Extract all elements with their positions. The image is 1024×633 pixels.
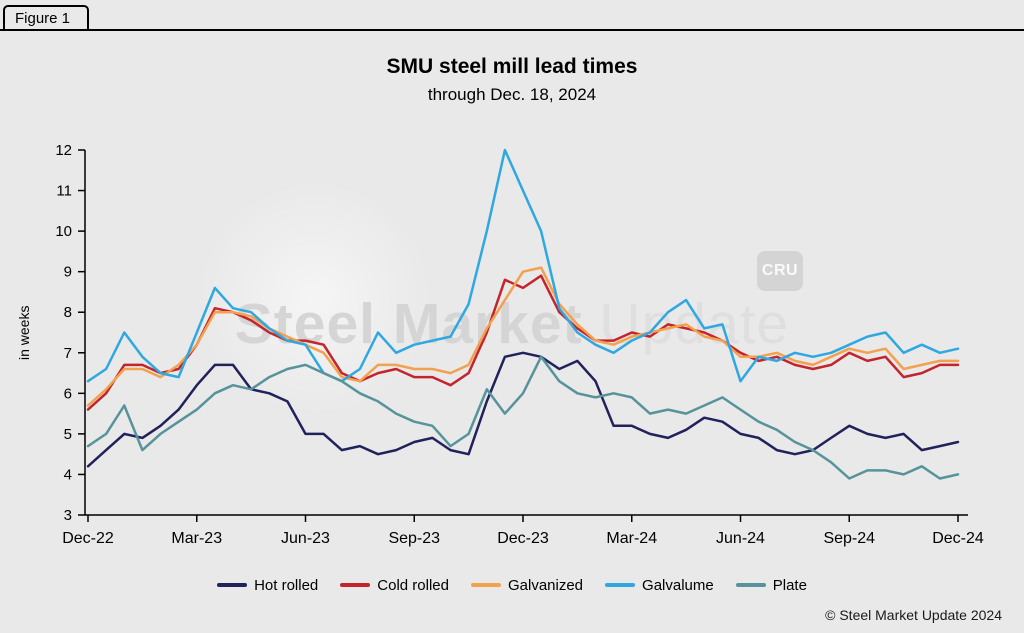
y-axis-title: in weeks — [16, 305, 32, 360]
chart-area: Steel Market Update CRU in weeks 3 4 5 6 7 8 9… — [0, 123, 1024, 568]
legend-swatch-plate — [735, 583, 766, 587]
legend-swatch-galvalume — [605, 583, 636, 587]
legend-item-galvalume: Galvalume — [605, 577, 714, 594]
figure-header: Figure 1 — [0, 0, 1024, 33]
legend-item-galvanized: Galvanized — [470, 576, 584, 594]
x-tick-label: Mar-24 — [606, 530, 657, 547]
series-line-plate — [86, 355, 960, 480]
legend-label-galvanized: Galvanized — [507, 576, 584, 594]
y-tick-label: 11 — [56, 183, 72, 200]
legend-item-plate: Plate — [735, 576, 807, 594]
x-tick-label: Jun-23 — [281, 530, 330, 547]
y-tick-label: 10 — [55, 223, 72, 240]
y-tick-label: 6 — [64, 385, 72, 402]
series-line-galvanized — [86, 266, 960, 407]
x-tick-label: Jun-24 — [716, 530, 765, 547]
x-tick-label: Sep-23 — [388, 530, 440, 547]
legend-item-cold-rolled: Cold rolled — [340, 577, 449, 594]
series-line-hot-rolled — [86, 351, 960, 468]
y-tick-label: 7 — [64, 345, 72, 362]
cru-badge: CRU — [757, 251, 803, 291]
footer-copyright: © Steel Market Update 2024 — [825, 607, 1002, 623]
legend-swatch-hot-rolled — [217, 583, 248, 587]
series-line-cold-rolled — [86, 274, 960, 411]
x-tick-label: Dec-24 — [932, 530, 984, 547]
series-line-galvalume — [86, 148, 960, 383]
chart-title: SMU steel mill lead times — [386, 55, 638, 78]
watermark-text-primary: Steel Market — [234, 292, 583, 356]
y-tick-label: 8 — [64, 304, 72, 321]
chart-subtitle: through Dec. 18, 2024 — [427, 85, 597, 104]
y-tick-label: 3 — [64, 507, 72, 524]
legend-label-galvalume: Galvalume — [642, 576, 714, 594]
legend-swatch-galvanized — [470, 583, 501, 587]
chart-legend: Hot rolled Cold rolled Galvanized Galvalume… — [0, 574, 1024, 596]
y-tick-label: 5 — [64, 426, 72, 443]
legend-label-cold-rolled: Cold rolled — [377, 576, 449, 594]
y-tick-label: 9 — [64, 264, 72, 281]
watermark-text: Steel Market Update — [235, 291, 789, 357]
y-tick-label: 4 — [64, 466, 72, 483]
legend-label-plate: Plate — [772, 576, 807, 594]
lead-times-line-chart: 3 4 5 6 7 8 9 10 11 12 Dec-22 Mar-23 Jun-23 Sep-23 Dec… — [55, 142, 984, 547]
x-tick-label: Dec-23 — [497, 530, 549, 547]
x-tick-label: Sep-24 — [823, 530, 875, 547]
legend-label-hot-rolled: Hot rolled — [254, 576, 319, 594]
legend-swatch-cold-rolled — [340, 583, 371, 587]
x-tick-label: Mar-23 — [171, 530, 222, 547]
header-divider — [0, 29, 1024, 31]
watermark-logo-glow — [195, 173, 435, 423]
y-tick-label: 12 — [55, 142, 72, 159]
legend-item-hot-rolled: Hot rolled — [217, 577, 318, 594]
x-tick-label: Dec-22 — [62, 530, 114, 547]
figure-label: Figure 1 — [3, 5, 89, 29]
watermark-text-secondary: Update — [582, 292, 790, 356]
